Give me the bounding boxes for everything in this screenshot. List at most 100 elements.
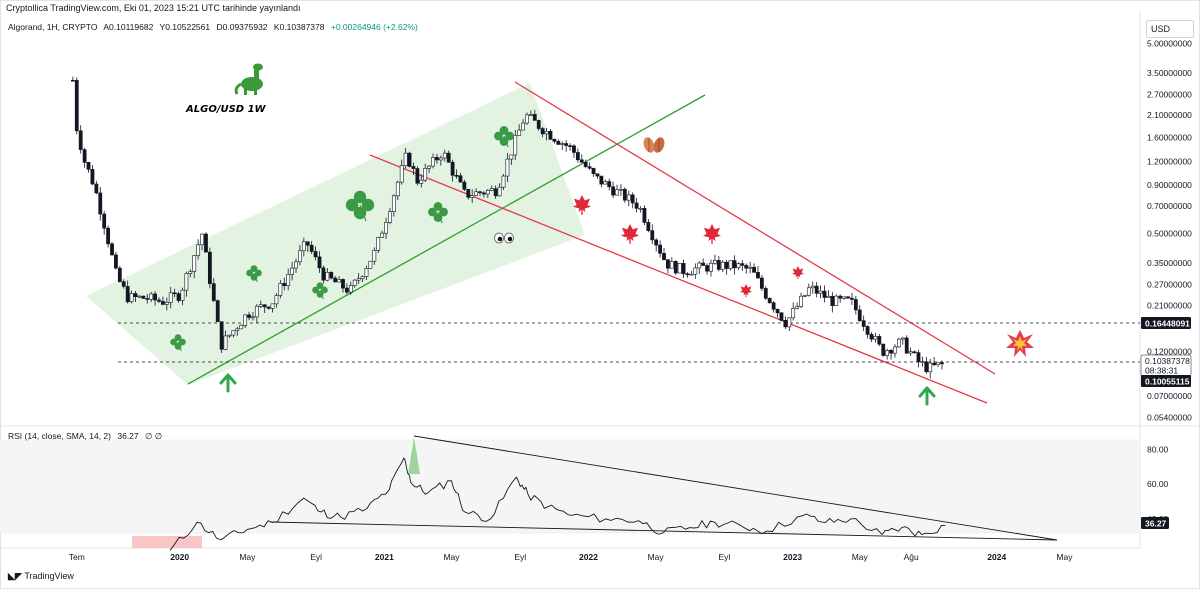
- maple-leaf-shape: [740, 284, 752, 296]
- candle-body: [493, 188, 498, 197]
- candle-body: [822, 290, 827, 298]
- rsi-line[interactable]: [169, 457, 946, 551]
- candle: [431, 153, 435, 169]
- candle-body: [270, 303, 275, 309]
- price-axis[interactable]: 5.00000000 3.50000000 2.70000000 2.10000000…: [1147, 38, 1192, 422]
- candle: [763, 286, 768, 301]
- candle-body: [889, 350, 893, 354]
- candle: [106, 225, 110, 248]
- candle: [247, 311, 251, 321]
- rsi-upper-trendline[interactable]: [413, 435, 1058, 541]
- candle: [493, 185, 498, 200]
- candle: [509, 154, 514, 165]
- candle-body: [560, 143, 565, 145]
- candle: [803, 294, 807, 298]
- candle-body: [391, 195, 396, 212]
- candle-body: [693, 267, 698, 275]
- candle-body: [137, 295, 142, 298]
- candle: [117, 265, 122, 283]
- candle: [207, 247, 212, 289]
- candle-body: [333, 277, 338, 283]
- candle-body: [748, 266, 753, 269]
- clover-stem: [503, 135, 509, 148]
- candle: [478, 190, 482, 197]
- candle: [360, 275, 365, 282]
- time-tick-label: Eyl: [514, 552, 526, 562]
- candle: [223, 330, 228, 351]
- wedge-upper-line[interactable]: [514, 81, 996, 375]
- change-value: +0.00264946 (+2.62%): [330, 22, 418, 32]
- maple-leaf-icons: [573, 195, 804, 298]
- candle-body: [838, 295, 843, 299]
- candle-body: [689, 273, 694, 276]
- channel-support-line[interactable]: [187, 94, 706, 385]
- candle: [78, 125, 83, 154]
- chart-title[interactable]: ALGO/USD 1W: [185, 104, 267, 115]
- price-tick-label: 2.10000000: [1147, 110, 1192, 120]
- candle-body: [826, 295, 831, 298]
- candle-body: [395, 181, 400, 197]
- candle-body: [86, 162, 91, 170]
- tradingview-logo[interactable]: ◣◤ TradingView: [8, 571, 74, 582]
- candle-body: [607, 181, 612, 188]
- candle-body: [489, 188, 494, 191]
- rsi-last-label: 36.27: [1141, 517, 1169, 529]
- maple-leaf-icon: [740, 284, 752, 298]
- candle-body: [622, 188, 627, 201]
- candle-body: [247, 314, 251, 318]
- candle-body: [321, 267, 326, 281]
- candle: [274, 292, 279, 308]
- candle-body: [728, 260, 733, 269]
- candle: [908, 347, 913, 356]
- dinosaur-icon: [234, 63, 263, 95]
- candle-body: [767, 298, 772, 304]
- candle: [622, 187, 627, 203]
- rsi-legend-value: 36.27: [117, 431, 139, 441]
- up-arrow-icon: [219, 373, 237, 393]
- candle-body: [329, 272, 334, 279]
- collision-icon: [1006, 330, 1034, 357]
- candle-body: [180, 289, 185, 301]
- candle-body: [873, 336, 878, 340]
- candle: [298, 244, 302, 266]
- candle-body: [846, 296, 850, 299]
- candle-body: [364, 268, 369, 277]
- time-axis[interactable]: Tem 2020 May Eyl 2021 May Eyl 2022 May Eyl 2023 May…: [69, 552, 1073, 562]
- candle: [110, 241, 114, 256]
- clover-stem: [319, 289, 324, 300]
- candle: [388, 208, 392, 225]
- candle: [317, 251, 322, 273]
- candle: [756, 266, 760, 279]
- candle: [450, 159, 455, 182]
- candle-body: [928, 362, 933, 373]
- candle-body: [78, 130, 83, 150]
- candle: [568, 143, 572, 151]
- currency-selector[interactable]: USD: [1146, 20, 1194, 38]
- candle: [258, 300, 263, 309]
- candle: [924, 356, 929, 374]
- candle: [626, 190, 631, 207]
- candle: [219, 321, 224, 353]
- candle-body: [90, 169, 95, 185]
- candle: [278, 279, 283, 299]
- candle: [893, 344, 897, 358]
- candle: [642, 205, 647, 225]
- candle-body: [129, 293, 134, 303]
- price-tick-label: 0.90000000: [1147, 180, 1192, 190]
- candle: [540, 126, 545, 138]
- rsi-band-background: [0, 440, 1140, 533]
- candle: [286, 268, 291, 291]
- candle-body: [474, 191, 478, 196]
- rsi-lower-trendline[interactable]: [269, 521, 1058, 541]
- candle: [485, 188, 490, 199]
- candle: [818, 285, 823, 299]
- candle-body: [763, 288, 768, 299]
- symbol-name[interactable]: Algorand, 1H, CRYPTO: [8, 22, 98, 32]
- candle-body: [568, 145, 572, 147]
- rsi-legend-title[interactable]: RSI (14, close, SMA, 14, 2): [8, 431, 111, 441]
- candle-body: [376, 237, 381, 251]
- candle: [70, 76, 75, 82]
- candle: [133, 290, 138, 302]
